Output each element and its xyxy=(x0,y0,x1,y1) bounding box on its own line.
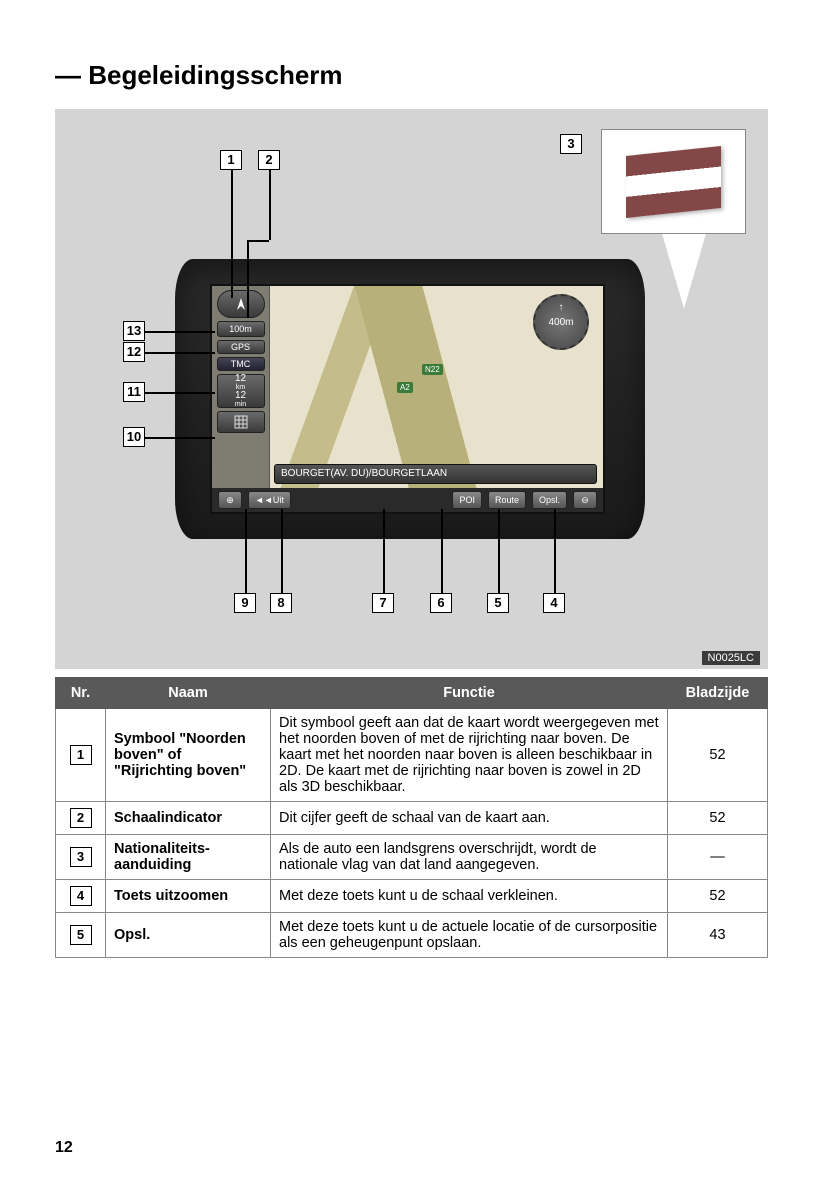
row-page: 43 xyxy=(668,913,768,958)
th-functie: Functie xyxy=(271,678,668,709)
callout-2: 2 xyxy=(258,150,280,170)
page-title: — Begeleidingsscherm xyxy=(55,60,768,91)
zoom-out-button[interactable]: ⊖ xyxy=(573,491,597,509)
row-nr: 5 xyxy=(70,925,92,945)
figure-area: N22 A2 100m GPS TMC 12 km 12 min ↑ 400m … xyxy=(55,109,768,669)
callout-5: 5 xyxy=(487,593,509,613)
row-page: — xyxy=(668,835,768,880)
image-code: N0025LC xyxy=(702,651,760,665)
table-row: 5 Opsl. Met deze toets kunt u de actuele… xyxy=(56,913,768,958)
uit-button[interactable]: ◄◄Uit xyxy=(248,491,291,509)
callout-9: 9 xyxy=(234,593,256,613)
street-name-bar: BOURGET(AV. DU)/BOURGETLAAN xyxy=(274,464,597,484)
callout-12: 12 xyxy=(123,342,145,362)
callout-4: 4 xyxy=(543,593,565,613)
time-unit: min xyxy=(235,401,246,408)
distance-time-panel: 12 km 12 min xyxy=(217,374,265,408)
th-naam: Naam xyxy=(106,678,271,709)
compass-distance: 400m xyxy=(548,317,573,328)
row-nr: 3 xyxy=(70,847,92,867)
zoom-in-button[interactable]: ⊕ xyxy=(218,491,242,509)
scale-indicator: 100m xyxy=(217,321,265,337)
page-number: 12 xyxy=(55,1139,73,1157)
callout-1: 1 xyxy=(220,150,242,170)
table-row: 2 Schaalindicator Dit cijfer geeft de sc… xyxy=(56,802,768,835)
row-nr: 4 xyxy=(70,886,92,906)
opsl-button[interactable]: Opsl. xyxy=(532,491,567,509)
row-name: Nationaliteits­aanduiding xyxy=(106,835,271,880)
row-page: 52 xyxy=(668,802,768,835)
compass-ring[interactable]: ↑ 400m xyxy=(533,294,589,350)
callout-13: 13 xyxy=(123,321,145,341)
row-func: Dit symbool geeft aan dat de kaart wordt… xyxy=(271,709,668,802)
row-name: Opsl. xyxy=(106,913,271,958)
row-page: 52 xyxy=(668,880,768,913)
flag-popup xyxy=(601,129,746,234)
road-label-a2: A2 xyxy=(397,382,413,393)
th-blz: Bladzijde xyxy=(668,678,768,709)
row-func: Met deze toets kunt u de actuele locatie… xyxy=(271,913,668,958)
row-name: Symbool "Noorden boven" of "Rijrichting … xyxy=(106,709,271,802)
row-nr: 1 xyxy=(70,745,92,765)
table-row: 4 Toets uitzoomen Met deze toets kunt u … xyxy=(56,880,768,913)
callout-11: 11 xyxy=(123,382,145,402)
row-func: Met deze toets kunt u de schaal verklein… xyxy=(271,880,668,913)
bottom-toolbar: ⊕ ◄◄Uit POI Route Opsl. ⊖ xyxy=(212,488,603,512)
row-name: Toets uitzoomen xyxy=(106,880,271,913)
table-row: 3 Nationaliteits­aanduiding Als de auto … xyxy=(56,835,768,880)
callout-8: 8 xyxy=(270,593,292,613)
time-num: 12 xyxy=(235,391,246,401)
row-name: Schaalindicator xyxy=(106,802,271,835)
callout-6: 6 xyxy=(430,593,452,613)
gps-indicator: GPS xyxy=(217,340,265,354)
flag-callout-tail xyxy=(662,234,706,309)
tmc-indicator: TMC xyxy=(217,357,265,371)
th-nr: Nr. xyxy=(56,678,106,709)
row-func: Dit cijfer geeft de schaal van de kaart … xyxy=(271,802,668,835)
dist-num: 12 xyxy=(235,374,246,384)
callout-3: 3 xyxy=(560,134,582,154)
side-panel: 100m GPS TMC 12 km 12 min xyxy=(212,286,270,512)
callout-10: 10 xyxy=(123,427,145,447)
poi-button[interactable]: POI xyxy=(452,491,482,509)
north-up-button[interactable] xyxy=(217,290,265,318)
table-row: 1 Symbool "Noorden boven" of "Rijrichtin… xyxy=(56,709,768,802)
table-body: 1 Symbool "Noorden boven" of "Rijrichtin… xyxy=(56,709,768,958)
nav-screen: N22 A2 100m GPS TMC 12 km 12 min ↑ 400m … xyxy=(210,284,605,514)
grid-button[interactable] xyxy=(217,411,265,433)
description-table: Nr. Naam Functie Bladzijde 1 Symbool "No… xyxy=(55,677,768,958)
callout-7: 7 xyxy=(372,593,394,613)
road-label-n22: N22 xyxy=(422,364,443,375)
route-button[interactable]: Route xyxy=(488,491,526,509)
flag-icon xyxy=(626,146,721,218)
row-nr: 2 xyxy=(70,808,92,828)
row-func: Als de auto een landsgrens overschrijdt,… xyxy=(271,835,668,880)
row-page: 52 xyxy=(668,709,768,802)
